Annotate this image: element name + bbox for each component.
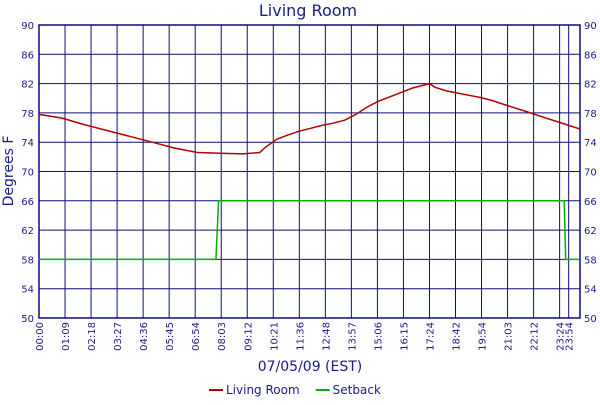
x-tick-label: 10:21	[269, 322, 280, 351]
x-tick-label: 03:27	[113, 322, 124, 351]
legend-label: Setback	[333, 383, 381, 397]
x-tick-label: 22:12	[530, 322, 541, 351]
chart-title: Living Room	[259, 1, 357, 20]
x-axis-title: 07/05/09 (EST)	[258, 359, 363, 375]
legend: Living Room Setback	[209, 383, 381, 397]
y-tick-label-left: 66	[21, 197, 34, 208]
y-tick-label-left: 62	[21, 226, 34, 237]
y-tick-label-right: 66	[584, 197, 597, 208]
x-tick-label: 02:18	[87, 322, 98, 351]
x-tick-label: 23:24	[556, 322, 567, 351]
y-tick-label-left: 50	[21, 314, 34, 325]
y-axis-left: 50 54 58 62 66 70 74 78 82 86 90	[21, 21, 34, 325]
y-tick-label-left: 74	[21, 138, 34, 149]
x-tick-label: 15:06	[373, 322, 384, 351]
x-tick-label: 06:54	[191, 322, 202, 351]
y-tick-label-left: 58	[21, 255, 34, 266]
grid	[38, 24, 581, 319]
y-axis-title: Degrees F	[1, 136, 17, 207]
x-tick-label: 01:09	[61, 322, 72, 351]
x-tick-label: 04:36	[139, 322, 150, 351]
x-tick-label: 05:45	[165, 322, 176, 351]
y-tick-label-right: 54	[584, 285, 597, 296]
x-tick-label: 18:42	[452, 322, 463, 351]
legend-label: Living Room	[226, 383, 300, 397]
y-tick-label-right: 50	[584, 314, 597, 325]
y-tick-label-right: 78	[584, 109, 597, 120]
x-tick-label: 21:03	[504, 322, 515, 351]
y-tick-label-right: 58	[584, 255, 597, 266]
y-tick-label-right: 74	[584, 138, 597, 149]
y-tick-label-right: 90	[584, 21, 597, 32]
x-tick-label: 16:15	[399, 322, 410, 351]
x-axis: 00:00 01:09 02:18 03:27 04:36 05:45 06:54 08:03…	[35, 322, 576, 351]
y-tick-label-left: 54	[21, 285, 34, 296]
series-lines	[38, 82, 581, 261]
y-tick-label-left: 90	[21, 21, 34, 32]
x-tick-label: 12:48	[321, 322, 332, 351]
y-tick-label-left: 82	[21, 80, 34, 91]
series-line-living-room	[38, 82, 581, 155]
y-tick-label-right: 82	[584, 80, 597, 91]
x-tick-label: 19:54	[478, 322, 489, 351]
x-tick-label: 17:24	[425, 322, 436, 351]
y-tick-label-right: 62	[584, 226, 597, 237]
y-tick-label-left: 86	[21, 50, 34, 61]
x-tick-label: 09:12	[243, 322, 254, 351]
y-tick-label-left: 70	[21, 168, 34, 179]
x-tick-label: 08:03	[217, 322, 228, 351]
x-tick-label: 11:36	[295, 322, 306, 351]
y-tick-label-right: 86	[584, 50, 597, 61]
x-tick-label: 00:00	[35, 322, 46, 351]
y-tick-label-left: 78	[21, 109, 34, 120]
x-tick-label: 23:54	[565, 322, 576, 351]
y-tick-label-right: 70	[584, 168, 597, 179]
x-tick-label: 13:57	[347, 322, 358, 351]
series-line-setback	[39, 200, 580, 261]
y-axis-right: 50 54 58 62 66 70 74 78 82 86 90	[584, 21, 597, 325]
